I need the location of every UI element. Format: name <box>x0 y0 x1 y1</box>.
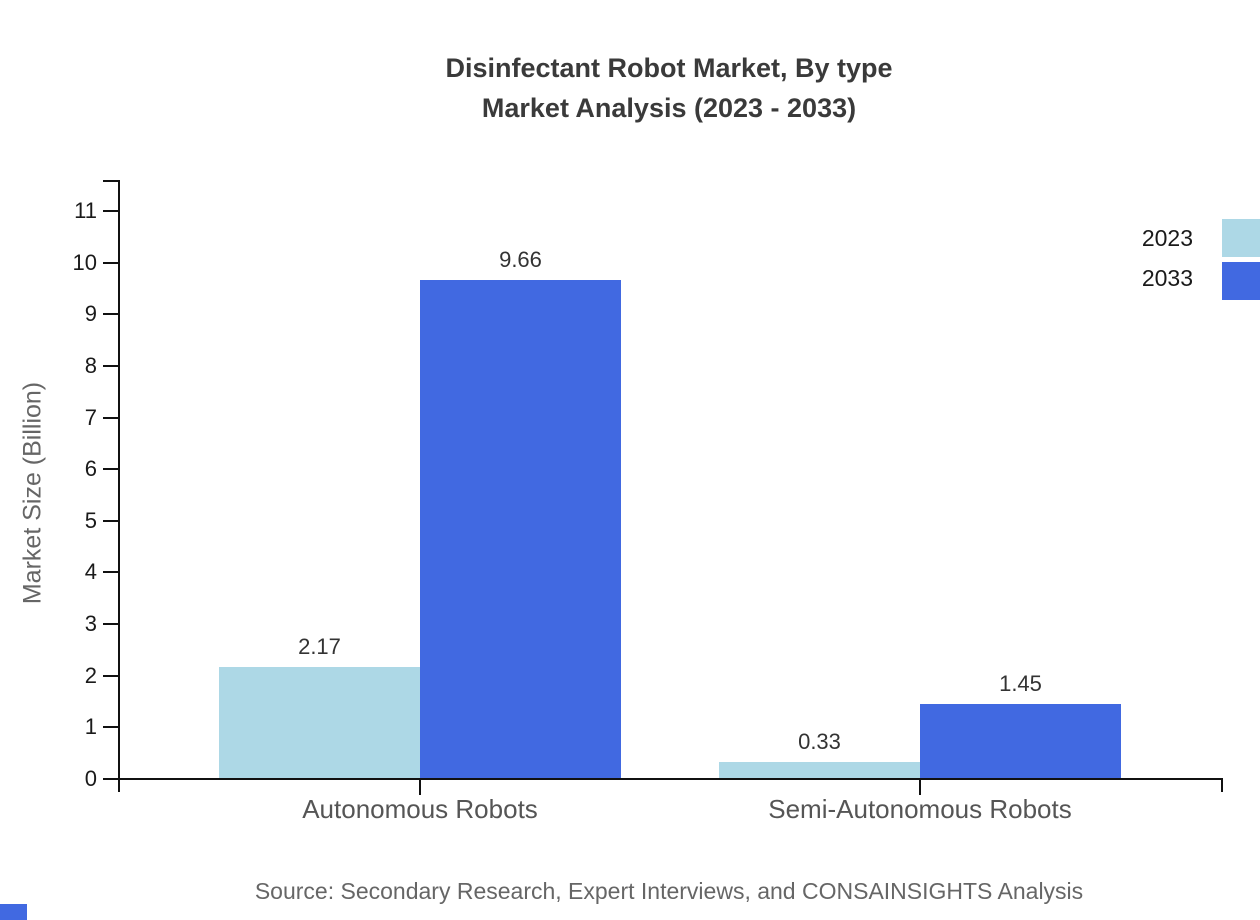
y-tick-mark <box>103 675 118 677</box>
value-label-2023-category-1: 2.17 <box>298 634 341 659</box>
y-axis-top-cap <box>103 180 120 182</box>
y-tick-label: 9 <box>84 301 97 326</box>
y-tick-mark <box>103 520 118 522</box>
y-tick-label: 8 <box>84 353 97 378</box>
x-category-label-2: Semi-Autonomous Robots <box>768 794 1072 824</box>
y-tick-label: 11 <box>74 198 97 223</box>
y-tick-label: 4 <box>84 559 97 584</box>
legend-swatch-2033 <box>1222 262 1260 300</box>
bar-2033-category-2 <box>920 704 1121 779</box>
y-tick-label: 0 <box>84 766 97 791</box>
y-tick-label: 5 <box>84 508 97 533</box>
y-axis-line <box>118 180 120 792</box>
x-axis-line <box>118 778 1223 780</box>
y-tick-label: 10 <box>72 250 97 275</box>
y-tick-mark <box>103 365 118 367</box>
y-tick-mark <box>103 778 118 780</box>
bar-2023-category-2 <box>719 762 920 779</box>
y-tick-mark <box>103 313 118 315</box>
value-label-2033-category-2: 1.45 <box>999 671 1042 696</box>
y-tick-label: 6 <box>84 456 97 481</box>
chart-title-line1: Disinfectant Robot Market, By type <box>445 53 893 83</box>
chart-title: Disinfectant Robot Market, By type Marke… <box>78 48 1260 128</box>
y-tick-label: 7 <box>84 405 97 430</box>
corner-artifact-mark <box>0 904 27 920</box>
x-axis-right-cap <box>1221 778 1223 792</box>
x-category-label-1: Autonomous Robots <box>302 794 538 824</box>
y-tick-label: 2 <box>84 663 97 688</box>
y-tick-mark <box>103 623 118 625</box>
value-label-2033-category-1: 9.66 <box>499 247 542 272</box>
y-tick-mark <box>103 262 118 264</box>
source-note: Source: Secondary Research, Expert Inter… <box>254 878 1084 904</box>
bar-2033-category-1 <box>420 280 621 779</box>
legend-swatch-2023 <box>1222 219 1260 257</box>
legend-label-2033: 2033 <box>1141 265 1193 291</box>
x-tick-mark <box>419 778 421 795</box>
y-tick-mark <box>103 726 118 728</box>
legend-label-2023: 2023 <box>1141 225 1193 251</box>
x-tick-mark <box>919 778 921 795</box>
y-tick-label: 1 <box>84 714 97 739</box>
y-tick-mark <box>103 210 118 212</box>
y-tick-mark <box>103 571 118 573</box>
value-label-2023-category-2: 0.33 <box>798 729 841 754</box>
chart-title-line2: Market Analysis (2023 - 2033) <box>481 93 857 123</box>
y-tick-label: 3 <box>84 611 97 636</box>
y-tick-mark <box>103 468 118 470</box>
y-tick-mark <box>103 417 118 419</box>
bar-2023-category-1 <box>219 667 420 779</box>
